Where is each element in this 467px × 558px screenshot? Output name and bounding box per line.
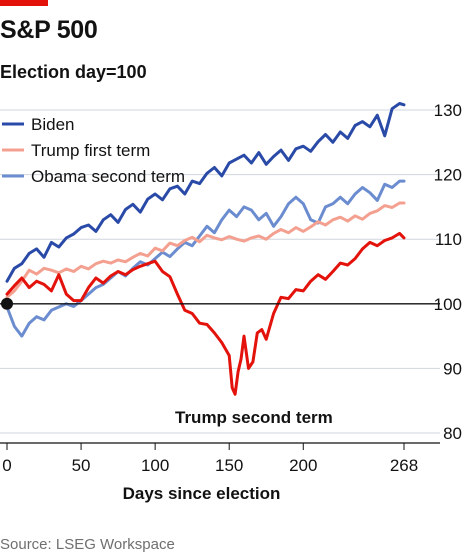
- x-tick-label: 268: [390, 456, 418, 475]
- x-axis-title: Days since election: [123, 484, 281, 503]
- annotations: Trump second term: [175, 408, 333, 427]
- y-tick-label: 120: [434, 166, 462, 185]
- series-line-obama-second-term: [5, 179, 406, 338]
- x-tick-label: 50: [72, 456, 91, 475]
- election-day-marker: [1, 297, 13, 310]
- series-line-trump-second-term: [5, 231, 406, 396]
- annotation-trump-second-term: Trump second term: [175, 408, 333, 427]
- x-tick-label: 200: [289, 456, 317, 475]
- brand-bar: [0, 0, 48, 6]
- y-tick-labels: 80 90 100 110 120 130: [434, 101, 462, 443]
- series-line-trump-first-term: [5, 201, 406, 299]
- legend-label: Obama second term: [31, 167, 185, 186]
- series-line-biden: [5, 102, 406, 283]
- y-tick-label: 100: [434, 295, 462, 314]
- x-tick-label: 100: [141, 456, 169, 475]
- chart-title: S&P 500: [0, 16, 98, 44]
- chart-subtitle: Election day=100: [0, 62, 147, 82]
- x-axis: 0 50 100 150 200 268 Days since election: [0, 442, 440, 503]
- legend-label: Trump first term: [31, 141, 150, 160]
- x-tick-label: 150: [215, 456, 243, 475]
- y-tick-label: 80: [443, 424, 462, 443]
- x-tick-label: 0: [2, 456, 11, 475]
- y-tick-label: 130: [434, 101, 462, 120]
- legend: Biden Trump first term Obama second term: [2, 115, 185, 186]
- y-tick-label: 110: [435, 230, 462, 249]
- y-tick-label: 90: [443, 359, 462, 378]
- legend-label: Biden: [31, 115, 74, 134]
- source-note: Source: LSEG Workspace: [0, 536, 175, 553]
- series-lines: [0, 102, 440, 396]
